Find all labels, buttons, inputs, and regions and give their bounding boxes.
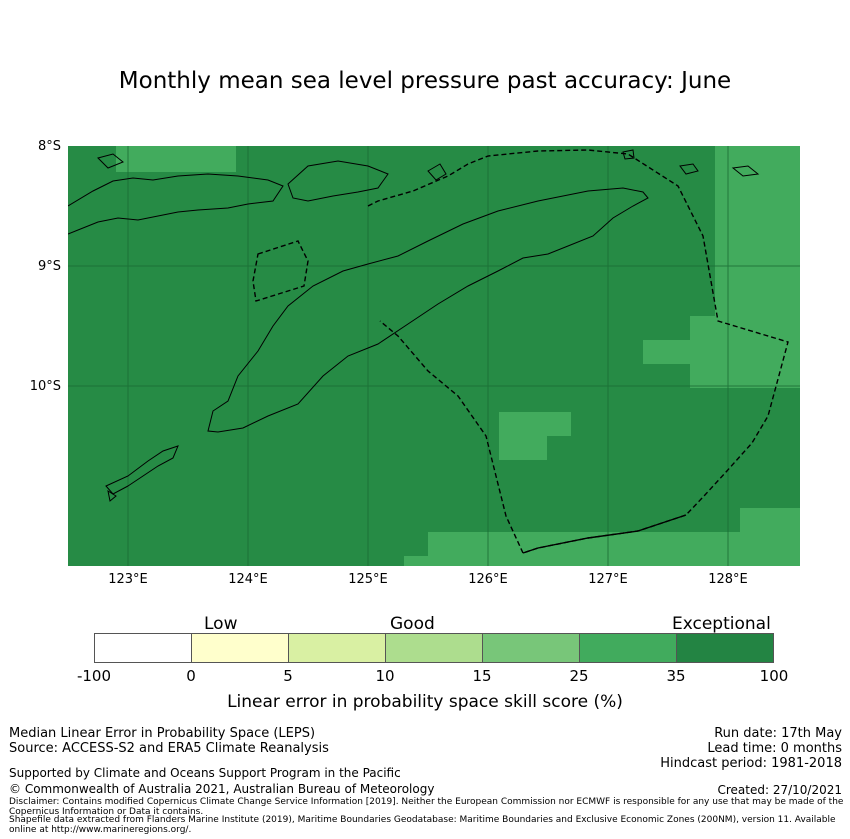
coastlines [68, 149, 760, 502]
footer-copyright: © Commonwealth of Australia 2021, Austra… [9, 782, 435, 796]
moa-coast [731, 165, 760, 177]
footer-method: Median Linear Error in Probability Space… [9, 726, 316, 741]
legend-category-exceptional: Exceptional [672, 614, 771, 634]
colorbar-segment [386, 634, 483, 662]
footer-source: Source: ACCESS-S2 and ERA5 Climate Reana… [9, 741, 329, 756]
eez-boundary [252, 149, 789, 554]
rote-coast [105, 445, 179, 495]
footer-support: Supported by Climate and Oceans Support … [9, 766, 401, 780]
lat-label-9s: 9°S [37, 259, 61, 274]
colorbar-tick: 35 [666, 667, 686, 685]
colorbar-segment [677, 634, 773, 662]
lon-label-125e: 125°E [348, 572, 388, 587]
lon-label-124e: 124°E [228, 572, 268, 587]
colorbar-segment [95, 634, 192, 662]
wetar-coast [287, 160, 389, 202]
colorbar-segment [483, 634, 580, 662]
colorbar-tick: 5 [283, 667, 293, 685]
lon-label-126e: 126°E [468, 572, 508, 587]
colorbar-tick: 10 [375, 667, 395, 685]
colorbar-segment [289, 634, 386, 662]
romang-coast [622, 149, 635, 160]
lon-label-127e: 127°E [588, 572, 628, 587]
footer-created: Created: 27/10/2021 [717, 783, 842, 797]
timor-coast [207, 187, 649, 433]
legend-category-low: Low [204, 614, 238, 634]
footer-shapefile-credit: Shapefile data extracted from Flanders M… [9, 815, 836, 835]
colorbar-segment [192, 634, 289, 662]
lon-label-123e: 123°E [108, 572, 148, 587]
gridlines [68, 146, 800, 566]
map-title: Monthly mean sea level pressure past acc… [118, 68, 732, 94]
footer-disclaimer: Disclaimer: Contains modified Copernicus… [9, 797, 844, 817]
lon-label-128e: 128°E [708, 572, 748, 587]
colorbar [94, 633, 774, 663]
lat-label-10s: 10°S [29, 379, 61, 394]
savu-coast [107, 489, 117, 502]
leti-coast [679, 163, 699, 175]
footer-lead-time: Lead time: 0 months [707, 741, 842, 756]
colorbar-segment [580, 634, 677, 662]
flores-coast [68, 173, 284, 235]
colorbar-tick: -100 [76, 667, 112, 685]
colorbar-tick: 100 [759, 667, 789, 685]
kisar-coast [427, 163, 447, 181]
colorbar-tick: 0 [186, 667, 196, 685]
light-cells [116, 146, 800, 566]
footer-run-date: Run date: 17th May [714, 726, 842, 741]
colorbar-tick: 25 [569, 667, 589, 685]
footer-hindcast: Hindcast period: 1981-2018 [660, 756, 842, 771]
alor-coast [97, 153, 124, 169]
legend-category-good: Good [390, 614, 435, 634]
colorbar-tick: 15 [472, 667, 492, 685]
skill-map [68, 146, 800, 566]
lat-label-8s: 8°S [37, 139, 61, 154]
colorbar-label: Linear error in probability space skill … [227, 692, 623, 712]
